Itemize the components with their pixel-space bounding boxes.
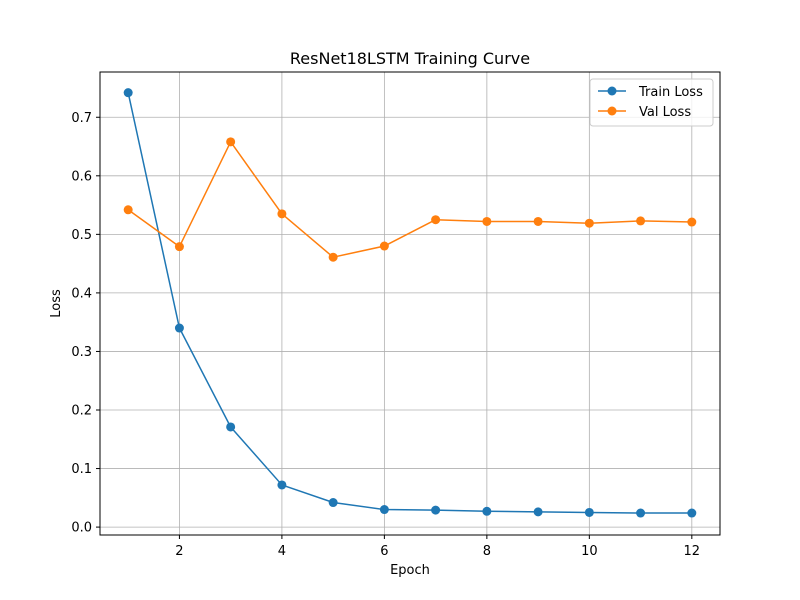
data-point-val-loss [636, 216, 646, 226]
data-point-train-loss [431, 505, 441, 515]
plot-area [100, 72, 720, 535]
series-line-train-loss [127, 91, 693, 514]
grid-lines [100, 72, 720, 535]
data-point-val-loss [277, 209, 287, 219]
axes-frame [99, 71, 721, 536]
data-point-train-loss [533, 507, 543, 517]
data-point-train-loss [482, 506, 492, 516]
data-point-val-loss [226, 137, 236, 147]
data-point-val-loss [174, 242, 184, 252]
x-tick-label: 10 [581, 544, 598, 559]
series-line-val-loss [127, 141, 693, 258]
x-tick-label: 12 [684, 544, 701, 559]
y-tick-label: 0.0 [71, 521, 92, 536]
data-point-train-loss [379, 505, 389, 515]
legend-label-train-loss: Train Loss [638, 85, 703, 100]
data-point-train-loss [687, 508, 697, 518]
data-point-val-loss [584, 218, 594, 228]
legend-marker-train-loss [607, 86, 617, 96]
y-tick-label: 0.7 [71, 111, 92, 126]
y-tick-label: 0.1 [71, 462, 92, 477]
y-tick-label: 0.5 [71, 228, 92, 243]
axis-ticks: 2 4 6 8 10 12 0.0 0.1 0.2 0.3 0.4 0.5 0.6 0.7 [71, 111, 700, 559]
data-point-val-loss [687, 217, 697, 227]
x-tick-label: 4 [278, 544, 286, 559]
data-point-val-loss [123, 205, 133, 215]
y-tick-label: 0.2 [71, 403, 92, 418]
y-tick-label: 0.3 [71, 345, 92, 360]
series-layer [123, 88, 697, 518]
y-tick-label: 0.6 [71, 169, 92, 184]
y-axis-label: Loss [49, 289, 64, 318]
x-tick-label: 8 [483, 544, 491, 559]
data-point-val-loss [533, 216, 543, 226]
data-point-train-loss [226, 422, 236, 432]
data-point-val-loss [328, 252, 338, 262]
legend-marker-val-loss [607, 106, 617, 116]
legend: Train Loss Val Loss [589, 78, 714, 127]
data-point-train-loss [328, 498, 338, 508]
x-tick-label: 6 [380, 544, 388, 559]
legend-label-val-loss: Val Loss [639, 105, 691, 120]
data-point-train-loss [584, 507, 594, 517]
data-point-train-loss [174, 323, 184, 333]
x-axis-label: Epoch [390, 563, 430, 578]
data-point-train-loss [123, 88, 133, 98]
x-tick-label: 2 [175, 544, 183, 559]
data-point-val-loss [431, 215, 441, 225]
data-point-train-loss [636, 508, 646, 518]
y-tick-label: 0.4 [71, 286, 92, 301]
chart-title: ResNet18LSTM Training Curve [290, 49, 530, 68]
data-point-val-loss [379, 241, 389, 251]
data-point-train-loss [277, 480, 287, 490]
data-point-val-loss [482, 216, 492, 226]
